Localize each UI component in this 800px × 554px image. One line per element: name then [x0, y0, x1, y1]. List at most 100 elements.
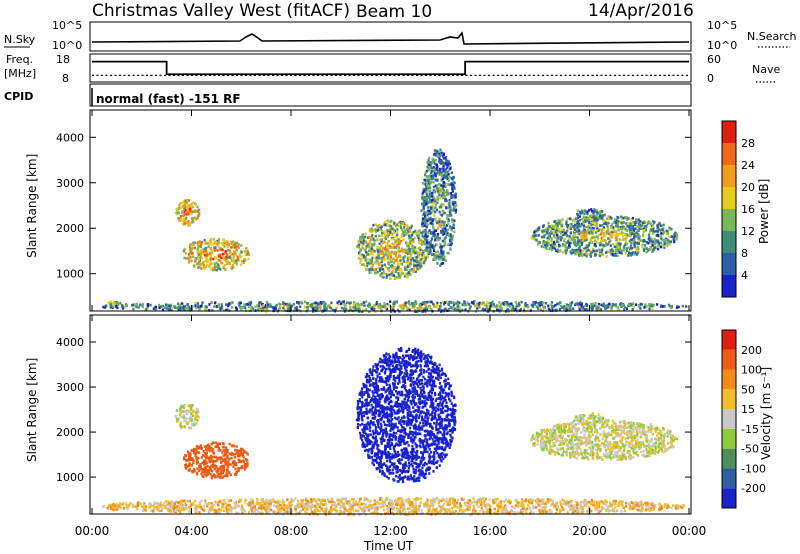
power-cell [491, 300, 494, 304]
power-cell [215, 261, 218, 265]
power-cell [610, 223, 614, 226]
power-cell [206, 263, 209, 267]
power-cell [583, 216, 586, 220]
power-cell [390, 232, 393, 236]
power-cell [612, 303, 615, 307]
power-cell [569, 250, 572, 253]
vel-cell [404, 381, 407, 384]
power-cell [273, 306, 276, 310]
vel-cell [384, 396, 387, 399]
power-ytick-label: 3000 [56, 177, 84, 190]
power-cell [578, 215, 581, 218]
vel-cell [210, 446, 213, 450]
power-cell [561, 233, 564, 237]
station-title: Christmas Valley West (fitACF) [92, 1, 350, 21]
power-cell [405, 305, 408, 309]
power-cell [434, 184, 437, 188]
power-cell [606, 230, 609, 233]
vel-cell [199, 465, 202, 469]
power-cell [238, 306, 242, 309]
power-cell [578, 222, 581, 226]
power-cell [449, 192, 452, 195]
power-cell [569, 302, 572, 305]
power-cell [245, 247, 248, 250]
power-cell [217, 240, 220, 244]
power-cell [577, 250, 580, 254]
power-cell [444, 307, 447, 311]
power-cell [635, 219, 638, 222]
vel-cell [199, 446, 202, 449]
power-cell [577, 302, 580, 306]
vel-cell [196, 472, 199, 476]
vel-cell [440, 424, 443, 427]
vel-cell [423, 461, 427, 465]
power-cell [648, 221, 651, 224]
power-cell [649, 229, 652, 233]
vel-cell [206, 465, 209, 468]
vel-cell [410, 402, 413, 406]
power-cell [372, 229, 375, 232]
power-cell [534, 301, 537, 304]
power-cell [205, 256, 209, 260]
vel-cell [406, 408, 409, 412]
vel-cell [391, 405, 394, 409]
vel-cell [229, 463, 232, 466]
power-cell [408, 250, 411, 254]
power-cell [463, 303, 466, 307]
power-cell [203, 259, 206, 263]
power-cell [642, 221, 645, 225]
power-cell [408, 229, 411, 233]
power-cell [497, 304, 500, 308]
power-cell [661, 244, 664, 248]
vel-cell [209, 460, 212, 464]
power-cell [211, 243, 214, 246]
power-cell [222, 257, 225, 261]
power-cell [676, 236, 679, 239]
power-cell [548, 307, 551, 311]
power-cell [382, 270, 385, 274]
vel-cell [233, 460, 236, 464]
power-cell [164, 305, 167, 309]
power-cell [576, 216, 580, 219]
power-cell [620, 302, 623, 305]
vel-cell [178, 409, 182, 412]
power-cell [386, 235, 389, 239]
vel-cell [392, 447, 396, 450]
power-cell [585, 219, 589, 222]
power-cell [380, 238, 383, 241]
power-cell [378, 248, 381, 252]
power-cell [433, 190, 436, 194]
power-cell [673, 234, 676, 238]
power-cell [651, 229, 654, 233]
power-cell [452, 303, 456, 307]
power-cell [187, 253, 190, 256]
power-cell [565, 220, 568, 223]
power-cell [645, 247, 648, 250]
power-cell [608, 241, 611, 244]
power-cell [428, 184, 431, 188]
power-cell [515, 303, 519, 306]
power-cell [149, 303, 152, 307]
power-cell [319, 305, 322, 308]
power-cell [650, 228, 653, 231]
power-cell [378, 228, 381, 231]
nsky-panel: N.Sky 10^5 10^0 10^5 10^0 N.Search [4, 19, 797, 52]
power-cell [579, 241, 582, 244]
vel-cell [242, 459, 245, 462]
power-cell [364, 239, 368, 243]
power-cell [425, 198, 429, 202]
power-cell [390, 272, 393, 276]
power-cell [188, 243, 192, 247]
power-cell [405, 260, 408, 264]
power-cell [390, 225, 393, 228]
power-cell [629, 222, 632, 225]
power-cell [452, 200, 455, 204]
vel-cell [199, 467, 202, 471]
vel-cell [218, 442, 221, 446]
power-cell [514, 301, 517, 304]
power-cell [410, 241, 413, 245]
power-cell [378, 257, 381, 260]
power-cell [432, 174, 435, 177]
power-cell [504, 300, 507, 304]
power-cell [501, 301, 504, 305]
